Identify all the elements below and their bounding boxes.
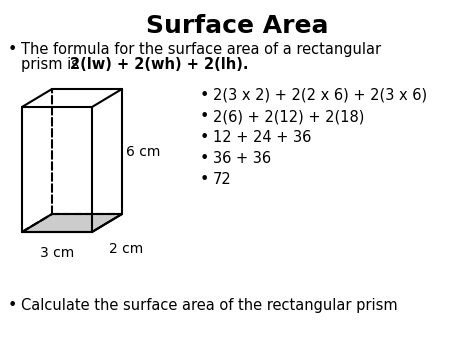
Text: 36 + 36: 36 + 36: [213, 151, 271, 166]
Polygon shape: [22, 214, 122, 232]
Text: •: •: [8, 42, 18, 57]
Text: The formula for the surface area of a rectangular: The formula for the surface area of a re…: [21, 42, 381, 57]
Text: Calculate the surface area of the rectangular prism: Calculate the surface area of the rectan…: [21, 298, 398, 313]
Text: •: •: [200, 172, 210, 187]
Text: Surface Area: Surface Area: [146, 14, 328, 38]
Text: 72: 72: [213, 172, 232, 187]
Text: •: •: [200, 109, 210, 124]
Text: •: •: [200, 130, 210, 145]
Text: 3 cm: 3 cm: [40, 246, 74, 260]
Text: 2 cm: 2 cm: [109, 242, 143, 256]
Text: •: •: [200, 151, 210, 166]
Text: •: •: [200, 88, 210, 103]
Text: 2(3 x 2) + 2(2 x 6) + 2(3 x 6): 2(3 x 2) + 2(2 x 6) + 2(3 x 6): [213, 88, 427, 103]
Text: 2(lw) + 2(wh) + 2(lh).: 2(lw) + 2(wh) + 2(lh).: [70, 57, 248, 72]
Text: prism is: prism is: [21, 57, 83, 72]
Text: •: •: [8, 298, 18, 313]
Text: 6 cm: 6 cm: [126, 144, 160, 158]
Text: 2(6) + 2(12) + 2(18): 2(6) + 2(12) + 2(18): [213, 109, 365, 124]
Text: 12 + 24 + 36: 12 + 24 + 36: [213, 130, 311, 145]
